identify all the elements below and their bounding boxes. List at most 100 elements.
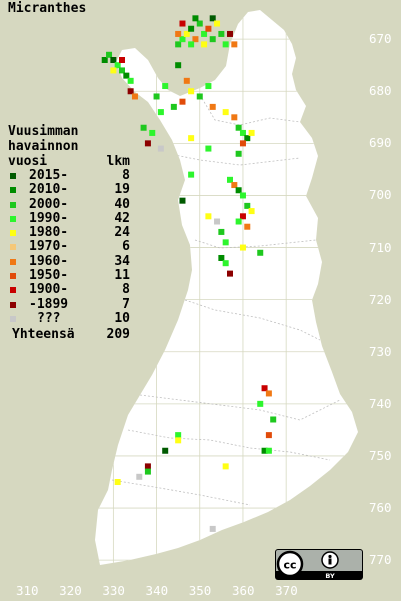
legend-count: 10 [114,310,130,326]
x-tick-label: 340 [145,583,169,598]
legend-col-count: lkm [106,154,130,169]
legend-label: 1960- [29,253,69,269]
legend-swatch [10,244,16,251]
legend-swatch [10,301,16,308]
observation-point [179,20,186,27]
observation-point [222,41,229,48]
cc-license-badge[interactable]: cc BY [275,549,363,580]
observation-point [218,228,225,235]
legend-label: 1900- [29,282,69,298]
observation-point [101,57,108,63]
observation-point [235,218,242,225]
observation-point [235,124,242,131]
legend-label: -1899 [29,296,69,312]
observation-point [239,140,246,147]
x-tick-label: 330 [102,583,125,598]
legend-row: 2010- 19 [8,183,138,197]
observation-point [257,400,264,407]
legend-total: Yhteensä 209 [8,327,138,342]
legend-row: 1960- 34 [8,253,138,269]
observation-point [175,30,182,37]
observation-point [179,36,186,43]
observation-point [188,88,195,95]
y-tick-label: 760 [369,500,392,516]
observation-point [123,72,130,79]
observation-point [144,140,151,147]
observation-point [244,223,251,230]
legend-heading-2: havainnon [8,139,79,154]
observation-point [201,30,208,37]
y-tick-label: 720 [369,291,392,307]
observation-point [235,150,242,157]
observation-point [227,270,233,277]
x-tick-label: 350 [188,583,212,598]
observation-point [127,88,134,95]
observation-point [153,93,160,100]
observation-point [144,468,151,475]
observation-point [119,57,125,63]
observation-point [248,208,255,215]
legend-row: 2000- 40 [8,196,138,212]
observation-point [188,135,195,142]
cc-badge-text: cc [283,559,296,572]
legend-count: 24 [114,225,130,241]
observation-point [222,463,229,470]
observation-point [209,15,216,22]
y-tick-label: 690 [369,135,392,151]
observation-point [239,192,246,199]
legend-count: 8 [122,168,130,183]
observation-point [222,109,229,116]
observation-point [261,385,268,392]
observation-point [127,77,134,84]
legend-row: 1970- 6 [8,240,138,254]
legend-label: ??? [37,310,61,326]
legend-row: 1990- 42 [8,210,138,226]
observation-point [205,83,212,90]
legend-label: 1970- [29,239,69,255]
observation-point [157,109,164,116]
legend-heading-1: Vuusimman [8,124,79,139]
observation-point [239,213,246,220]
legend-swatch [10,230,16,237]
legend-count: 19 [114,182,130,198]
y-tick-label: 710 [369,239,392,255]
cc-by-icon: cc BY [276,550,362,580]
observation-point [244,135,251,142]
observation-point [144,463,151,470]
observation-point [209,525,216,532]
observation-point [175,432,182,439]
legend-count: 34 [114,253,130,269]
observation-point [244,202,251,209]
observation-point [175,62,182,69]
observation-point [205,213,212,220]
y-tick-label: 680 [369,83,392,99]
observation-point [231,182,238,189]
legend-row: -1899 7 [8,296,138,312]
observation-point [136,473,143,480]
region-border [194,239,317,249]
observation-point [209,103,216,110]
legend-row: 2015- 8 [8,169,138,183]
observation-point [188,25,195,32]
legend-row: ??? 10 [8,310,138,326]
observation-point [239,129,246,136]
legend-swatch [10,287,16,294]
y-tick-label: 700 [369,187,392,203]
legend-label: 1990- [29,210,69,226]
observation-point [205,25,212,32]
legend-col-year: vuosi [8,154,48,169]
legend-swatch [10,258,16,265]
y-tick-label: 670 [369,31,392,47]
legend-label: 2000- [29,196,69,212]
observation-point [205,145,212,152]
observation-point [183,30,190,37]
observation-point [131,93,138,100]
legend-label: 2015- [29,168,69,183]
observation-point [170,103,177,110]
observation-point [270,416,277,423]
observation-point [214,20,221,27]
observation-point [179,197,186,204]
legend-count: 8 [122,282,130,298]
observation-point [227,30,233,37]
